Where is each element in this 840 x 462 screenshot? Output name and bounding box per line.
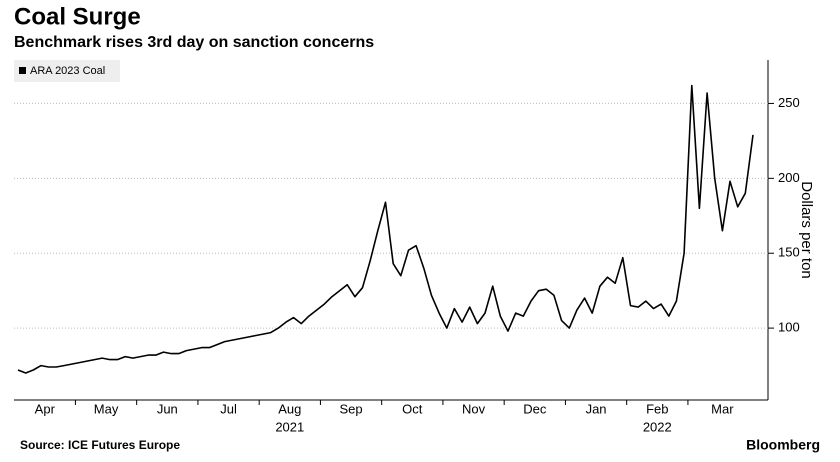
- x-tick-label: Sep: [339, 401, 362, 416]
- x-tick-label: Dec: [523, 401, 547, 416]
- source: Source: ICE Futures Europe: [20, 438, 180, 452]
- y-axis-label: Dollars per ton: [798, 181, 815, 279]
- x-year-label: 2021: [275, 419, 304, 434]
- chart-title: Coal Surge: [14, 3, 141, 30]
- x-tick-label: Jan: [586, 401, 607, 416]
- x-tick-label: Aug: [278, 401, 301, 416]
- line: [17, 84, 754, 374]
- x-tick-label: Feb: [646, 401, 668, 416]
- x-tick-label: Jun: [157, 401, 178, 416]
- x-tick-label: Oct: [402, 401, 423, 416]
- x-tick-label: May: [94, 401, 119, 416]
- x-tick-label: Apr: [35, 401, 56, 416]
- y-tick-label: 200: [778, 170, 800, 185]
- legend-label: ARA 2023 Coal: [30, 65, 105, 77]
- legend-box: [14, 60, 120, 82]
- y-tick-label: 150: [778, 245, 800, 260]
- x-year-label: 2022: [643, 419, 672, 434]
- x-tick-label: Mar: [711, 401, 734, 416]
- x-tick-label: Nov: [462, 401, 486, 416]
- y-tick-label: 100: [778, 320, 800, 335]
- brand: Bloomberg: [746, 437, 820, 453]
- y-tick-label: 250: [778, 95, 800, 110]
- chart-subtitle: Benchmark rises 3rd day on sanction conc…: [14, 34, 374, 51]
- legend-swatch: [19, 67, 26, 74]
- x-tick-label: Jul: [220, 401, 237, 416]
